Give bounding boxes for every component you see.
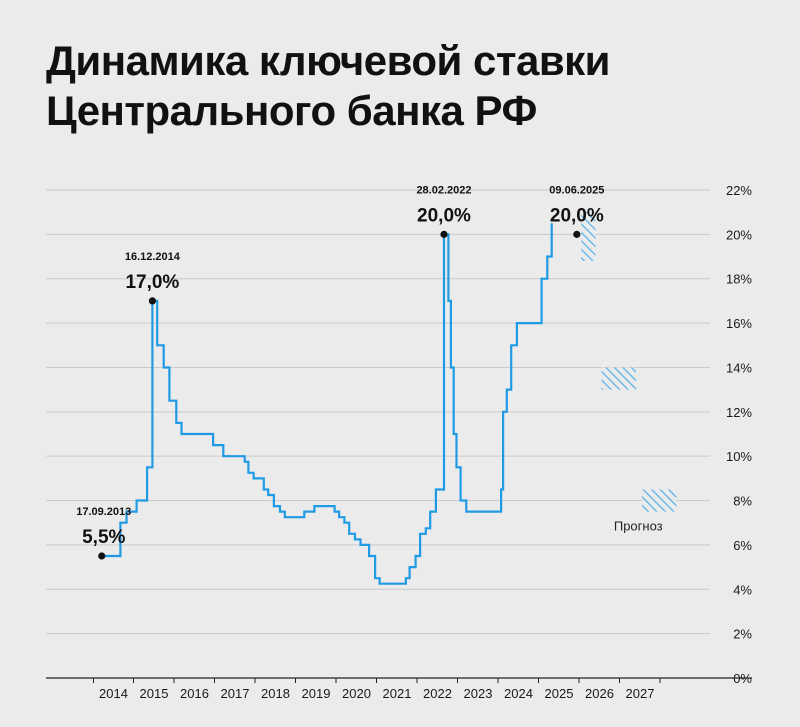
x-tick-label: 2027 (626, 686, 655, 701)
annotation-date: 28.02.2022 (416, 184, 471, 196)
annotation-date: 17.09.2013 (76, 506, 131, 518)
y-tick-label: 12% (726, 405, 752, 420)
forecast-label: Прогноз (614, 519, 663, 534)
y-tick-label: 14% (726, 360, 752, 375)
x-tick-label: 2019 (302, 686, 331, 701)
forecast-range (642, 489, 677, 512)
chart-title-line1: Динамика ключевой ставки (46, 37, 610, 84)
annotation-point (98, 552, 106, 560)
x-tick-label: 2017 (221, 686, 250, 701)
annotation-value: 20,0% (417, 205, 471, 226)
y-tick-label: 4% (733, 582, 752, 597)
x-tick-label: 2023 (464, 686, 493, 701)
y-tick-label: 22% (726, 183, 752, 198)
y-tick-label: 18% (726, 272, 752, 287)
forecast-range (581, 212, 596, 261)
series-layer (101, 223, 553, 585)
forecast-ranges: Прогноз (581, 212, 677, 534)
x-tick-label: 2025 (545, 686, 574, 701)
annotation-value: 17,0% (125, 272, 179, 293)
y-tick-label: 2% (733, 627, 752, 642)
annotation-point (148, 297, 156, 305)
y-tick-label: 6% (733, 538, 752, 553)
x-tick-label: 2020 (342, 686, 371, 701)
forecast-range (601, 367, 636, 390)
annotations: 17.09.2013 5,5% 16.12.2014 17,0% 28.02.2022 2… (76, 184, 604, 560)
annotation-point (573, 230, 581, 238)
x-tick-label: 2015 (140, 686, 169, 701)
x-tick-label: 2022 (423, 686, 452, 701)
x-tick-label: 2024 (504, 686, 533, 701)
chart-title: Динамика ключевой ставки Центрального ба… (46, 36, 610, 136)
x-tick-label: 2014 (99, 686, 128, 701)
annotation-date: 16.12.2014 (125, 251, 181, 263)
annotation-date: 09.06.2025 (549, 184, 604, 196)
y-tick-label: 20% (726, 227, 752, 242)
annotation-value: 5,5% (82, 527, 125, 548)
y-axis-tick-labels: 0%2%4%6%8%10%12%14%16%18%20%22% (726, 183, 752, 686)
y-tick-label: 8% (733, 494, 752, 509)
x-tick-label: 2021 (383, 686, 412, 701)
series-line (101, 223, 553, 585)
annotation-value: 20,0% (550, 205, 604, 226)
x-axis: 2014 2015 2016 2017 2018 2019 2020 2021 2022 2023… (46, 677, 752, 701)
y-tick-label: 10% (726, 449, 752, 464)
x-tick-label: 2026 (585, 686, 614, 701)
chart-title-line2: Центрального банка РФ (46, 87, 537, 134)
y-tick-label: 16% (726, 316, 752, 331)
x-tick-label: 2016 (180, 686, 209, 701)
x-tick-label: 2018 (261, 686, 290, 701)
annotation-point (440, 230, 448, 238)
